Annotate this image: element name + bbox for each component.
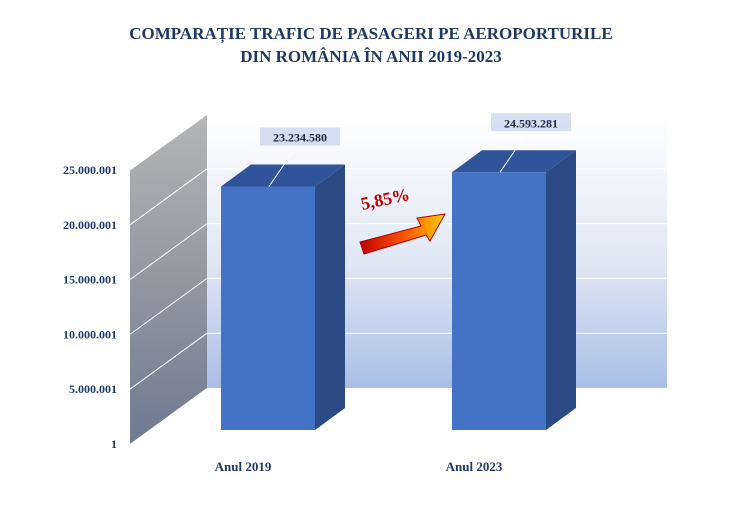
x-category-label: Anul 2023 bbox=[446, 459, 503, 474]
bar-side bbox=[546, 150, 576, 430]
data-label: 23.234.580 bbox=[273, 131, 327, 145]
side-wall bbox=[130, 115, 207, 444]
data-label-background bbox=[491, 113, 571, 132]
bar-side bbox=[315, 164, 345, 430]
bar-front bbox=[452, 172, 546, 430]
gridline-side bbox=[129, 113, 208, 171]
y-axis-ticks: 15.000.00110.000.00115.000.00120.000.001… bbox=[63, 163, 117, 451]
bar-top bbox=[221, 164, 345, 187]
y-tick-label: 15.000.001 bbox=[63, 273, 117, 287]
bar-anul-2023: 24.593.281 bbox=[452, 113, 576, 430]
chart-title-line-1: COMPARAȚIE TRAFIC DE PASAGERI PE AEROPOR… bbox=[129, 24, 612, 44]
arrow-icon bbox=[359, 213, 446, 255]
chart-title-line-2: DIN ROMÂNIA ÎN ANII 2019-2023 bbox=[240, 47, 502, 66]
gridline-side bbox=[129, 223, 208, 281]
bar-top bbox=[452, 150, 576, 173]
data-label-background bbox=[260, 127, 340, 146]
y-tick-label: 20.000.001 bbox=[63, 218, 117, 232]
x-axis-labels: Anul 2019 Anul 2023 bbox=[215, 459, 503, 474]
y-tick-label: 25.000.001 bbox=[63, 163, 117, 177]
label-leader-line bbox=[499, 136, 525, 173]
bar-front bbox=[221, 186, 315, 430]
growth-arrow bbox=[359, 213, 446, 255]
x-category-label: Anul 2019 bbox=[215, 459, 272, 474]
gridline-side bbox=[129, 168, 208, 226]
y-tick-label: 5.000.001 bbox=[69, 382, 117, 396]
label-leader-line bbox=[268, 151, 294, 187]
data-label: 24.593.281 bbox=[504, 116, 558, 130]
gridline-side bbox=[129, 277, 208, 335]
y-tick-label: 1 bbox=[111, 437, 117, 451]
bars: 23.234.580 24.593.281 bbox=[221, 113, 576, 430]
floor bbox=[130, 388, 667, 444]
bar-anul-2019: 23.234.580 bbox=[221, 127, 345, 430]
gridline-side bbox=[129, 332, 208, 390]
y-tick-label: 10.000.001 bbox=[63, 327, 117, 341]
